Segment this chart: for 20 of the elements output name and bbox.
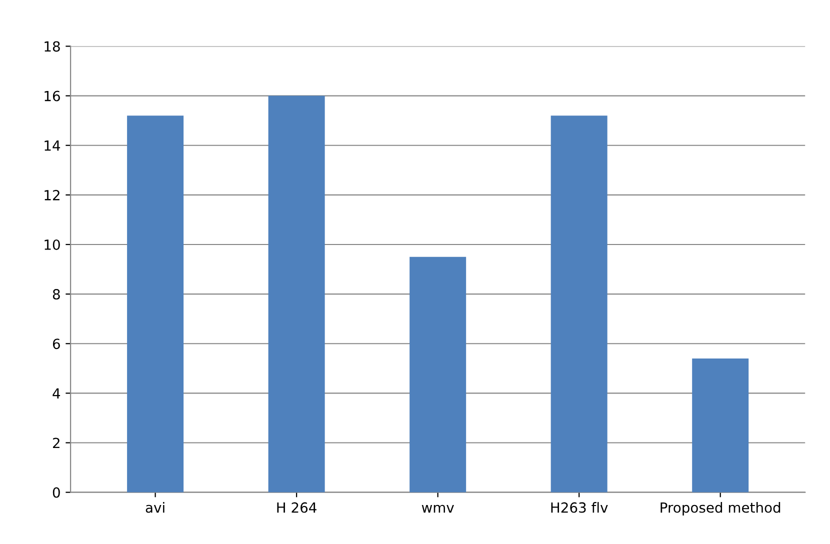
bar <box>550 116 608 492</box>
x-tick-label: avi <box>146 502 164 513</box>
y-tick-label: 16 <box>44 90 60 102</box>
x-tick-label: wmv <box>422 504 454 513</box>
y-tick-label: 6 <box>52 338 60 350</box>
bar <box>268 96 325 492</box>
x-tick-label: H263 flv <box>551 502 608 513</box>
bar <box>410 256 466 492</box>
y-tick-label: 18 <box>44 41 60 52</box>
bar <box>692 358 749 492</box>
y-tick-label: 14 <box>44 140 60 151</box>
y-tick-label: 0 <box>52 487 60 498</box>
y-tick-label: 4 <box>52 388 60 398</box>
y-tick-label: 8 <box>52 289 60 300</box>
y-tick-label: 12 <box>44 190 60 200</box>
bar <box>127 116 184 492</box>
y-tick-label: 10 <box>44 239 60 250</box>
x-tick-label: Proposed method <box>660 502 780 516</box>
y-tick-label: 2 <box>53 438 60 448</box>
x-tick-label: H 264 <box>277 502 316 513</box>
